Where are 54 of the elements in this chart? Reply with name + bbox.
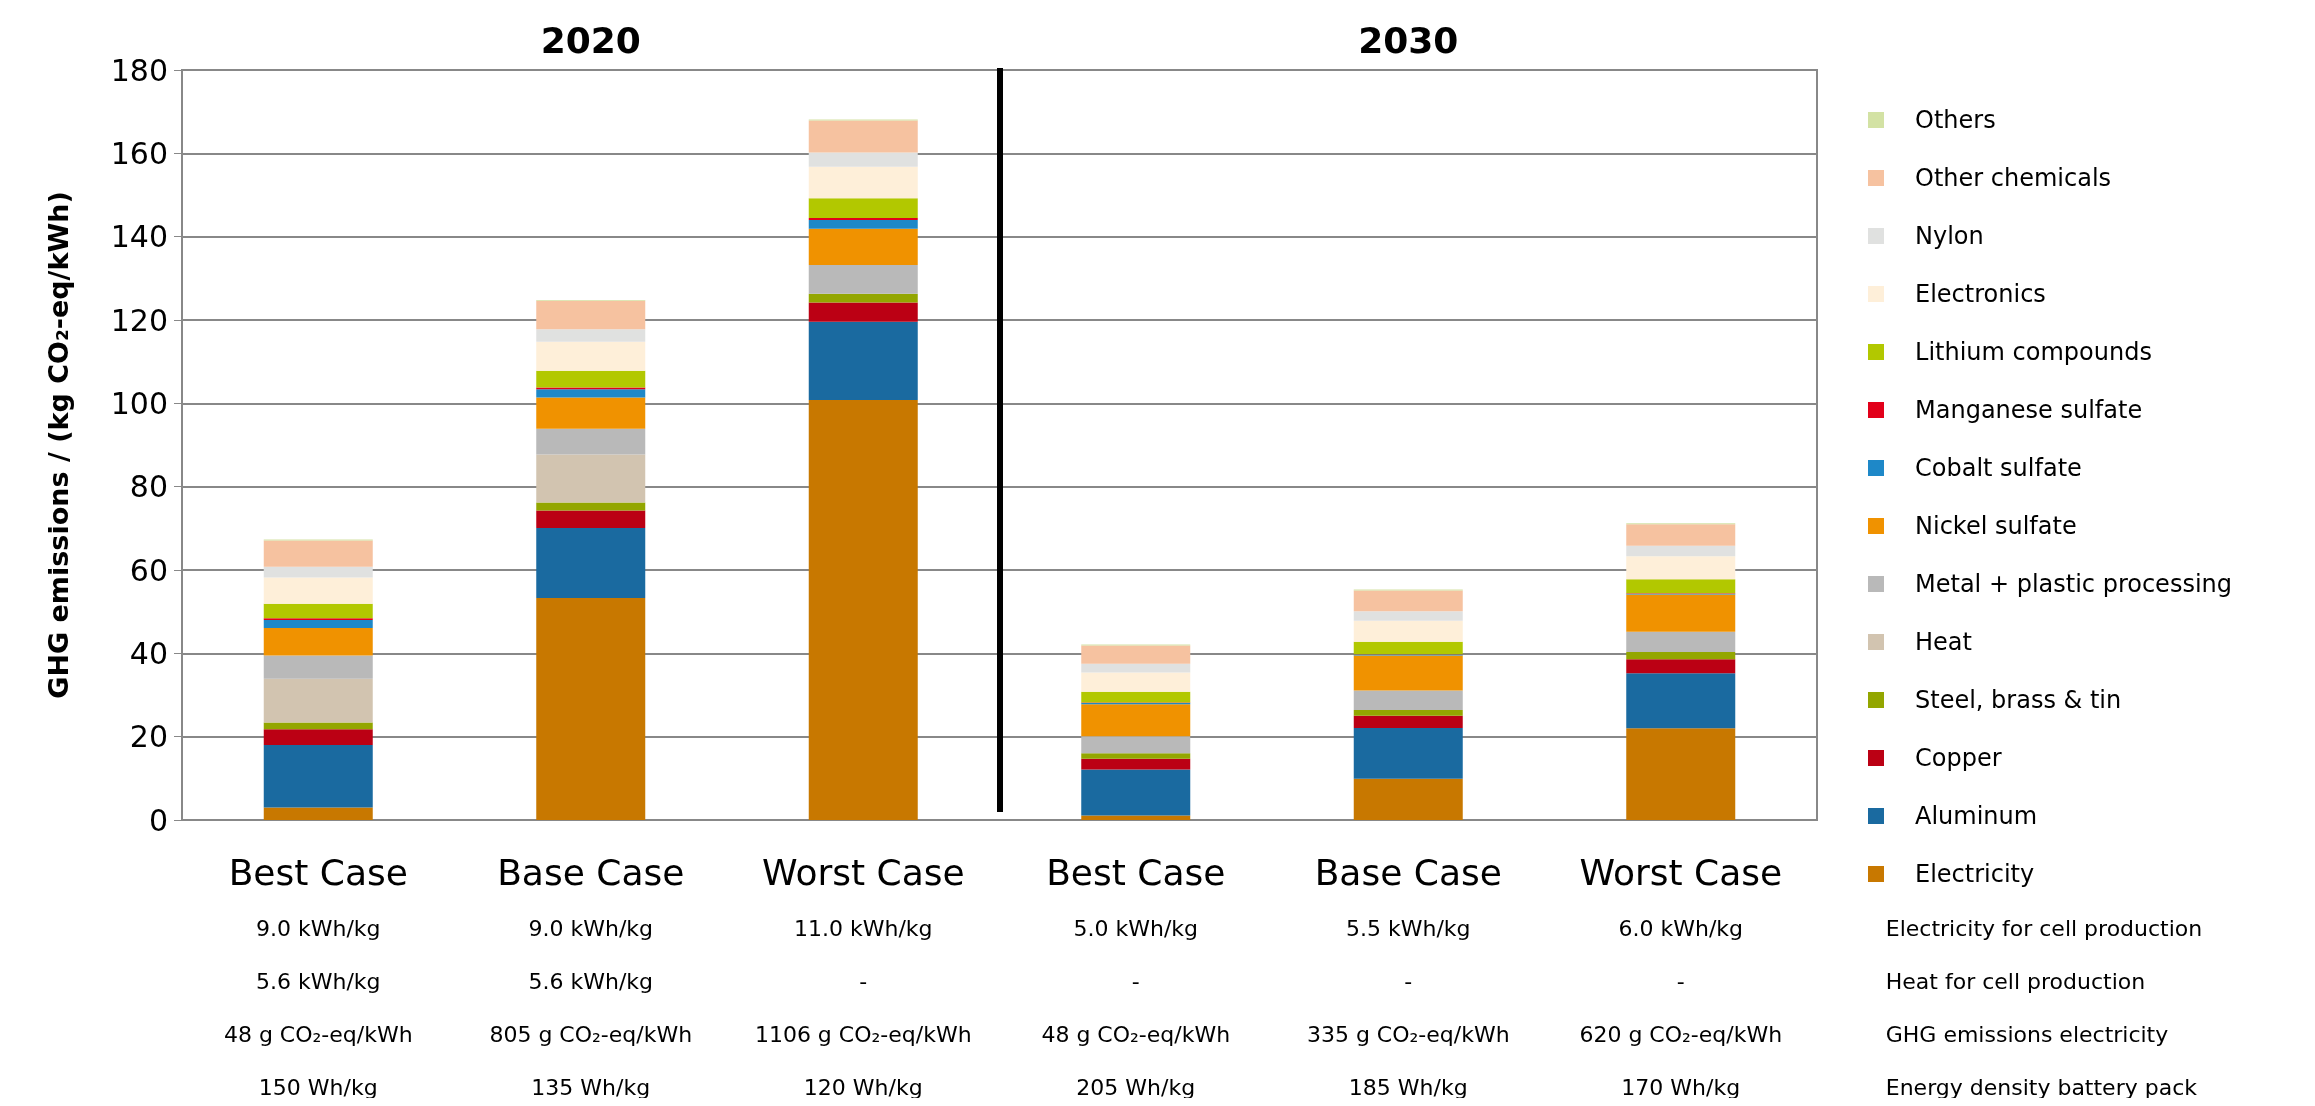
- y-tick-label: 80: [129, 469, 168, 505]
- text: 6.0 kWh/kg: [1618, 915, 1744, 941]
- legend-label: Metal + plastic processing: [1915, 570, 2232, 598]
- y-tick-label: 0: [148, 802, 168, 838]
- legend-label: Steel, brass & tin: [1915, 686, 2122, 714]
- text: Heat for cell production: [1885, 968, 2146, 994]
- legend-label: Manganese sulfate: [1915, 396, 2143, 424]
- text: 5.0 kWh/kg: [1073, 915, 1199, 941]
- text: 48 g CO₂-eq/kWh: [223, 1021, 413, 1047]
- x-tick-label: Best Case: [228, 851, 408, 893]
- text: 1106 g CO₂-eq/kWh: [754, 1021, 972, 1047]
- legend-label: Electricity: [1915, 860, 2035, 888]
- text: Electricity for cell production: [1885, 915, 2203, 941]
- text: 9.0 kWh/kg: [255, 915, 381, 941]
- text: 11.0 kWh/kg: [793, 915, 933, 941]
- text: -: [1131, 968, 1140, 994]
- legend-label: Aluminum: [1915, 802, 2038, 830]
- x-tick-label: Base Case: [1314, 851, 1502, 893]
- y-axis-title: GHG emissions / (kg CO₂-eq/kWh): [43, 191, 74, 699]
- x-tick-label: Worst Case: [1579, 851, 1783, 893]
- text: 48 g CO₂-eq/kWh: [1041, 1021, 1231, 1047]
- text: -: [1676, 968, 1685, 994]
- text: 5.6 kWh/kg: [528, 968, 654, 994]
- text: 805 g CO₂-eq/kWh: [489, 1021, 693, 1047]
- y-tick-label: 120: [110, 302, 168, 338]
- legend-label: Cobalt sulfate: [1915, 454, 2082, 482]
- text: 620 g CO₂-eq/kWh: [1579, 1021, 1783, 1047]
- x-tick-label: Worst Case: [761, 851, 965, 893]
- text: 335 g CO₂-eq/kWh: [1306, 1021, 1510, 1047]
- y-tick-label: 180: [110, 52, 168, 88]
- x-tick-label: Base Case: [497, 851, 685, 893]
- y-tick-label: 160: [110, 135, 168, 171]
- x-tick-label: Best Case: [1046, 851, 1226, 893]
- text: 5.6 kWh/kg: [255, 968, 381, 994]
- legend-label: Copper: [1915, 744, 2002, 772]
- y-tick-label: 20: [129, 719, 168, 755]
- y-tick-label: 140: [110, 219, 168, 255]
- legend-label: Lithium compounds: [1915, 338, 2152, 366]
- legend-label: Heat: [1915, 628, 1972, 656]
- legend-label: Nylon: [1915, 222, 1984, 250]
- text: 9.0 kWh/kg: [528, 915, 654, 941]
- y-tick-label: 40: [129, 635, 168, 671]
- legend-label: Other chemicals: [1915, 164, 2112, 192]
- text: 5.5 kWh/kg: [1345, 915, 1471, 941]
- text: -: [859, 968, 868, 994]
- text: -: [1404, 968, 1413, 994]
- text: 2030: [1358, 19, 1459, 61]
- y-tick-label: 100: [110, 385, 168, 421]
- text: 2020: [540, 19, 641, 61]
- legend-label: Electronics: [1915, 280, 2046, 308]
- y-tick-label: 60: [129, 552, 168, 588]
- legend-label: Others: [1915, 106, 1996, 134]
- legend-label: Nickel sulfate: [1915, 512, 2077, 540]
- text: GHG emissions electricity: [1885, 1021, 2169, 1047]
